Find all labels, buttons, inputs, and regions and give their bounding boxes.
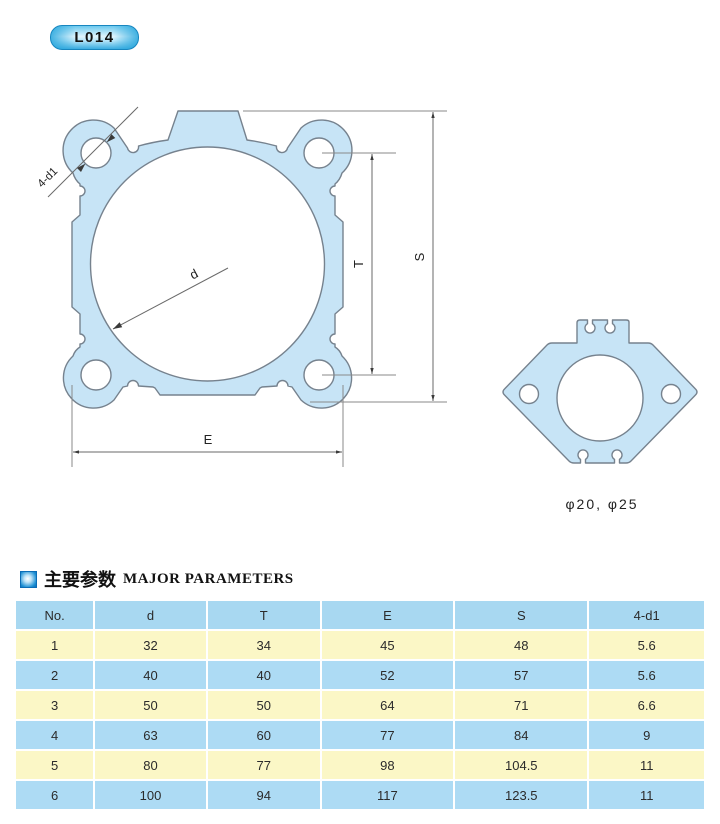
table-row: 5 80 77 98 104.5 11: [16, 751, 704, 779]
label-T: T: [351, 260, 366, 268]
end-cap-hole-left: [518, 383, 540, 405]
col-header-s: S: [455, 601, 588, 629]
table-header-row: No. d T E S 4-d1: [16, 601, 704, 629]
end-cap-bore: [556, 354, 644, 442]
section-title: 主要参数 MAJOR PARAMETERS: [20, 566, 294, 592]
col-header-t: T: [207, 601, 320, 629]
leader-arrow-4d1-lower: [77, 163, 86, 172]
lug-hole-bottom-left: [80, 359, 112, 391]
leader-line-d: [112, 267, 229, 330]
square-bullet-icon: [20, 570, 37, 588]
col-header-e: E: [321, 601, 454, 629]
table-row: 1 32 34 45 48 5.6: [16, 631, 704, 659]
model-badge-label: L014: [74, 29, 115, 46]
table-row: 6 100 94 117 123.5 11: [16, 781, 704, 809]
col-header-4d1: 4-d1: [589, 601, 704, 629]
end-cap-hole-right: [660, 383, 682, 405]
extension-lines: [71, 110, 447, 467]
leader-arrow-4d1-upper: [106, 134, 116, 143]
end-cap-caption: φ20, φ25: [565, 496, 638, 512]
label-4d1: 4-d1: [35, 165, 60, 190]
section-title-en: MAJOR PARAMETERS: [123, 570, 294, 587]
label-E: E: [204, 432, 213, 447]
label-S: S: [412, 252, 427, 261]
leader-arrow-d: [113, 322, 123, 329]
bore-circle: [89, 146, 326, 382]
lug-hole-top-left: [80, 137, 112, 169]
table-row: 3 50 50 64 71 6.6: [16, 691, 704, 719]
parameters-table: No. d T E S 4-d1 1 32 34 45 48 5.6 2 40 40 52…: [14, 599, 706, 811]
leader-line-4d1: [47, 106, 139, 198]
col-header-d: d: [95, 601, 206, 629]
col-header-no: No.: [16, 601, 94, 629]
model-badge: L014: [50, 25, 139, 50]
table-row: 2 40 40 52 57 5.6: [16, 661, 704, 689]
end-cap-diagram: φ20, φ25: [502, 319, 698, 512]
main-profile-diagram: 4-d1 d T S E: [35, 106, 447, 467]
section-title-zh: 主要参数: [44, 570, 116, 590]
table-row: 4 63 60 77 84 9: [16, 721, 704, 749]
